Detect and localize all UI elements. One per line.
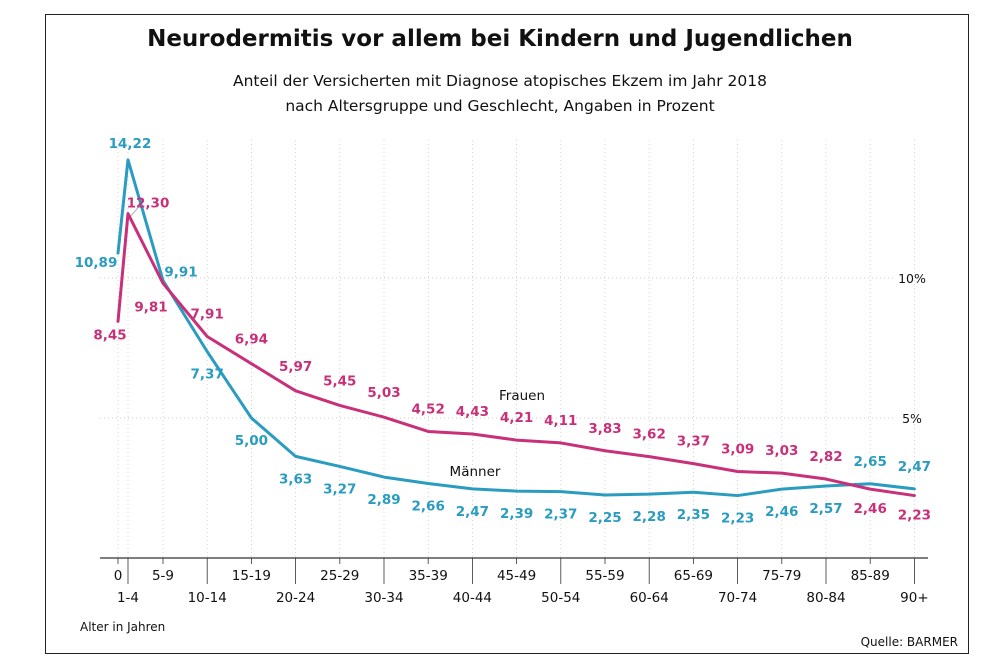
x-tick-label: 0 [114, 568, 123, 584]
data-label-maenner: 2,35 [677, 507, 710, 523]
data-label-frauen: 3,03 [765, 443, 798, 459]
data-label-frauen: 2,82 [809, 449, 842, 465]
data-label-frauen: 5,45 [323, 373, 356, 389]
data-label-maenner: 2,66 [412, 499, 445, 515]
x-tick-label: 70-74 [718, 590, 757, 606]
x-tick-label: 50-54 [541, 590, 580, 606]
x-tick-label: 75-79 [762, 568, 801, 584]
x-tick-label: 90+ [900, 590, 929, 606]
data-label-frauen: 12,30 [127, 196, 170, 212]
x-tick-label: 25-29 [320, 568, 359, 584]
x-tick-label: 65-69 [674, 568, 713, 584]
chart-subtitle-line-2: nach Altersgruppe und Geschlecht, Angabe… [285, 97, 715, 115]
x-tick-label: 85-89 [851, 568, 890, 584]
data-label-frauen: 5,97 [279, 359, 312, 375]
data-label-frauen: 3,83 [588, 421, 621, 437]
x-tick-label: 55-59 [585, 568, 624, 584]
series-name-maenner: Männer [450, 464, 501, 480]
series-line-frauen [116, 212, 916, 498]
data-label-frauen: 6,94 [235, 332, 268, 348]
y-tick-label: 5% [902, 411, 922, 426]
data-label-frauen: 4,11 [544, 413, 577, 429]
x-tick-label: 60-64 [630, 590, 669, 606]
data-label-maenner: 2,23 [721, 511, 754, 527]
x-tick-label: 5-9 [152, 568, 174, 584]
series-line-maenner [116, 158, 916, 498]
data-label-maenner: 7,37 [191, 367, 224, 383]
data-label-maenner: 2,47 [898, 459, 931, 475]
x-tick-label: 45-49 [497, 568, 536, 584]
x-tick-label: 30-34 [364, 590, 403, 606]
data-label-maenner: 2,37 [544, 507, 577, 523]
data-label-maenner: 10,89 [75, 255, 118, 271]
x-tick-label: 40-44 [453, 590, 492, 606]
data-label-maenner: 3,63 [279, 471, 312, 487]
data-label-maenner: 14,22 [109, 136, 152, 152]
data-label-frauen: 4,52 [412, 401, 445, 417]
data-label-maenner: 3,27 [323, 481, 356, 497]
data-label-frauen: 8,45 [93, 327, 126, 343]
data-label-frauen: 9,81 [134, 299, 167, 315]
x-tick-label: 20-24 [276, 590, 315, 606]
data-label-frauen: 2,23 [898, 508, 931, 524]
data-label-maenner: 5,00 [235, 433, 268, 449]
data-label-maenner: 2,47 [456, 504, 489, 520]
data-label-maenner: 2,25 [588, 510, 621, 526]
data-label-maenner: 2,89 [367, 492, 400, 508]
x-tick-label: 15-19 [232, 568, 271, 584]
source-note: Quelle: BARMER [860, 635, 958, 649]
x-tick-label: 1-4 [117, 590, 139, 606]
series-name-frauen: Frauen [499, 388, 545, 404]
data-label-maenner: 2,57 [809, 501, 842, 517]
chart-subtitle-line-1: Anteil der Versicherten mit Diagnose ato… [232, 72, 767, 90]
x-axis-title: Alter in Jahren [80, 620, 166, 634]
x-tick-label: 80-84 [806, 590, 845, 606]
data-label-maenner: 9,91 [164, 265, 197, 281]
data-label-frauen: 3,62 [633, 427, 666, 443]
data-label-frauen: 3,37 [677, 434, 710, 450]
data-label-frauen: 3,09 [721, 441, 754, 457]
data-label-frauen: 5,03 [367, 385, 400, 401]
chart-frame [45, 14, 969, 654]
data-label-frauen: 7,91 [191, 307, 224, 323]
data-label-frauen: 2,46 [854, 501, 887, 517]
y-tick-label: 10% [898, 271, 926, 286]
chart-title: Neurodermitis vor allem bei Kindern und … [147, 26, 853, 52]
data-label-maenner: 2,39 [500, 506, 533, 522]
label-leader-line [130, 205, 141, 216]
data-label-maenner: 2,28 [633, 509, 666, 525]
x-tick-label: 35-39 [409, 568, 448, 584]
data-label-frauen: 4,21 [500, 410, 533, 426]
x-tick-label: 10-14 [188, 590, 227, 606]
data-label-maenner: 2,65 [854, 454, 887, 470]
data-label-frauen: 4,43 [456, 404, 489, 420]
data-label-maenner: 2,46 [765, 504, 798, 520]
